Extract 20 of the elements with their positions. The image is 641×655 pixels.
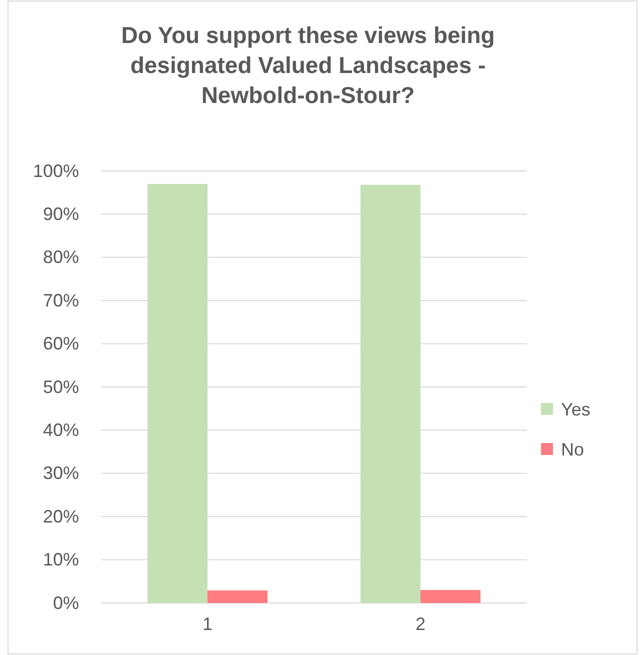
y-tick-label: 60% bbox=[42, 334, 79, 354]
y-tick-label: 30% bbox=[42, 463, 79, 484]
y-tick-label: 10% bbox=[42, 550, 79, 570]
bar bbox=[360, 184, 420, 603]
legend-label: No bbox=[561, 439, 584, 460]
bar bbox=[420, 590, 480, 603]
y-tick-label: 80% bbox=[42, 247, 79, 268]
x-tick-label: 1 bbox=[202, 614, 213, 634]
y-tick-label: 40% bbox=[42, 420, 79, 440]
y-tick-label: 0% bbox=[52, 592, 79, 613]
y-tick-label: 70% bbox=[42, 290, 79, 310]
bar bbox=[148, 184, 208, 603]
chart-title: Do You support these views being designated Valued Landscapes - Newbold-on-Stour? bbox=[121, 22, 495, 108]
y-tick-label: 100% bbox=[32, 160, 79, 181]
bar bbox=[208, 590, 268, 603]
legend-label: Yes bbox=[561, 399, 590, 420]
y-tick-label: 90% bbox=[42, 204, 79, 224]
y-tick-label: 50% bbox=[42, 376, 79, 397]
x-tick-label: 2 bbox=[415, 614, 426, 634]
y-tick-label: 20% bbox=[42, 506, 79, 526]
